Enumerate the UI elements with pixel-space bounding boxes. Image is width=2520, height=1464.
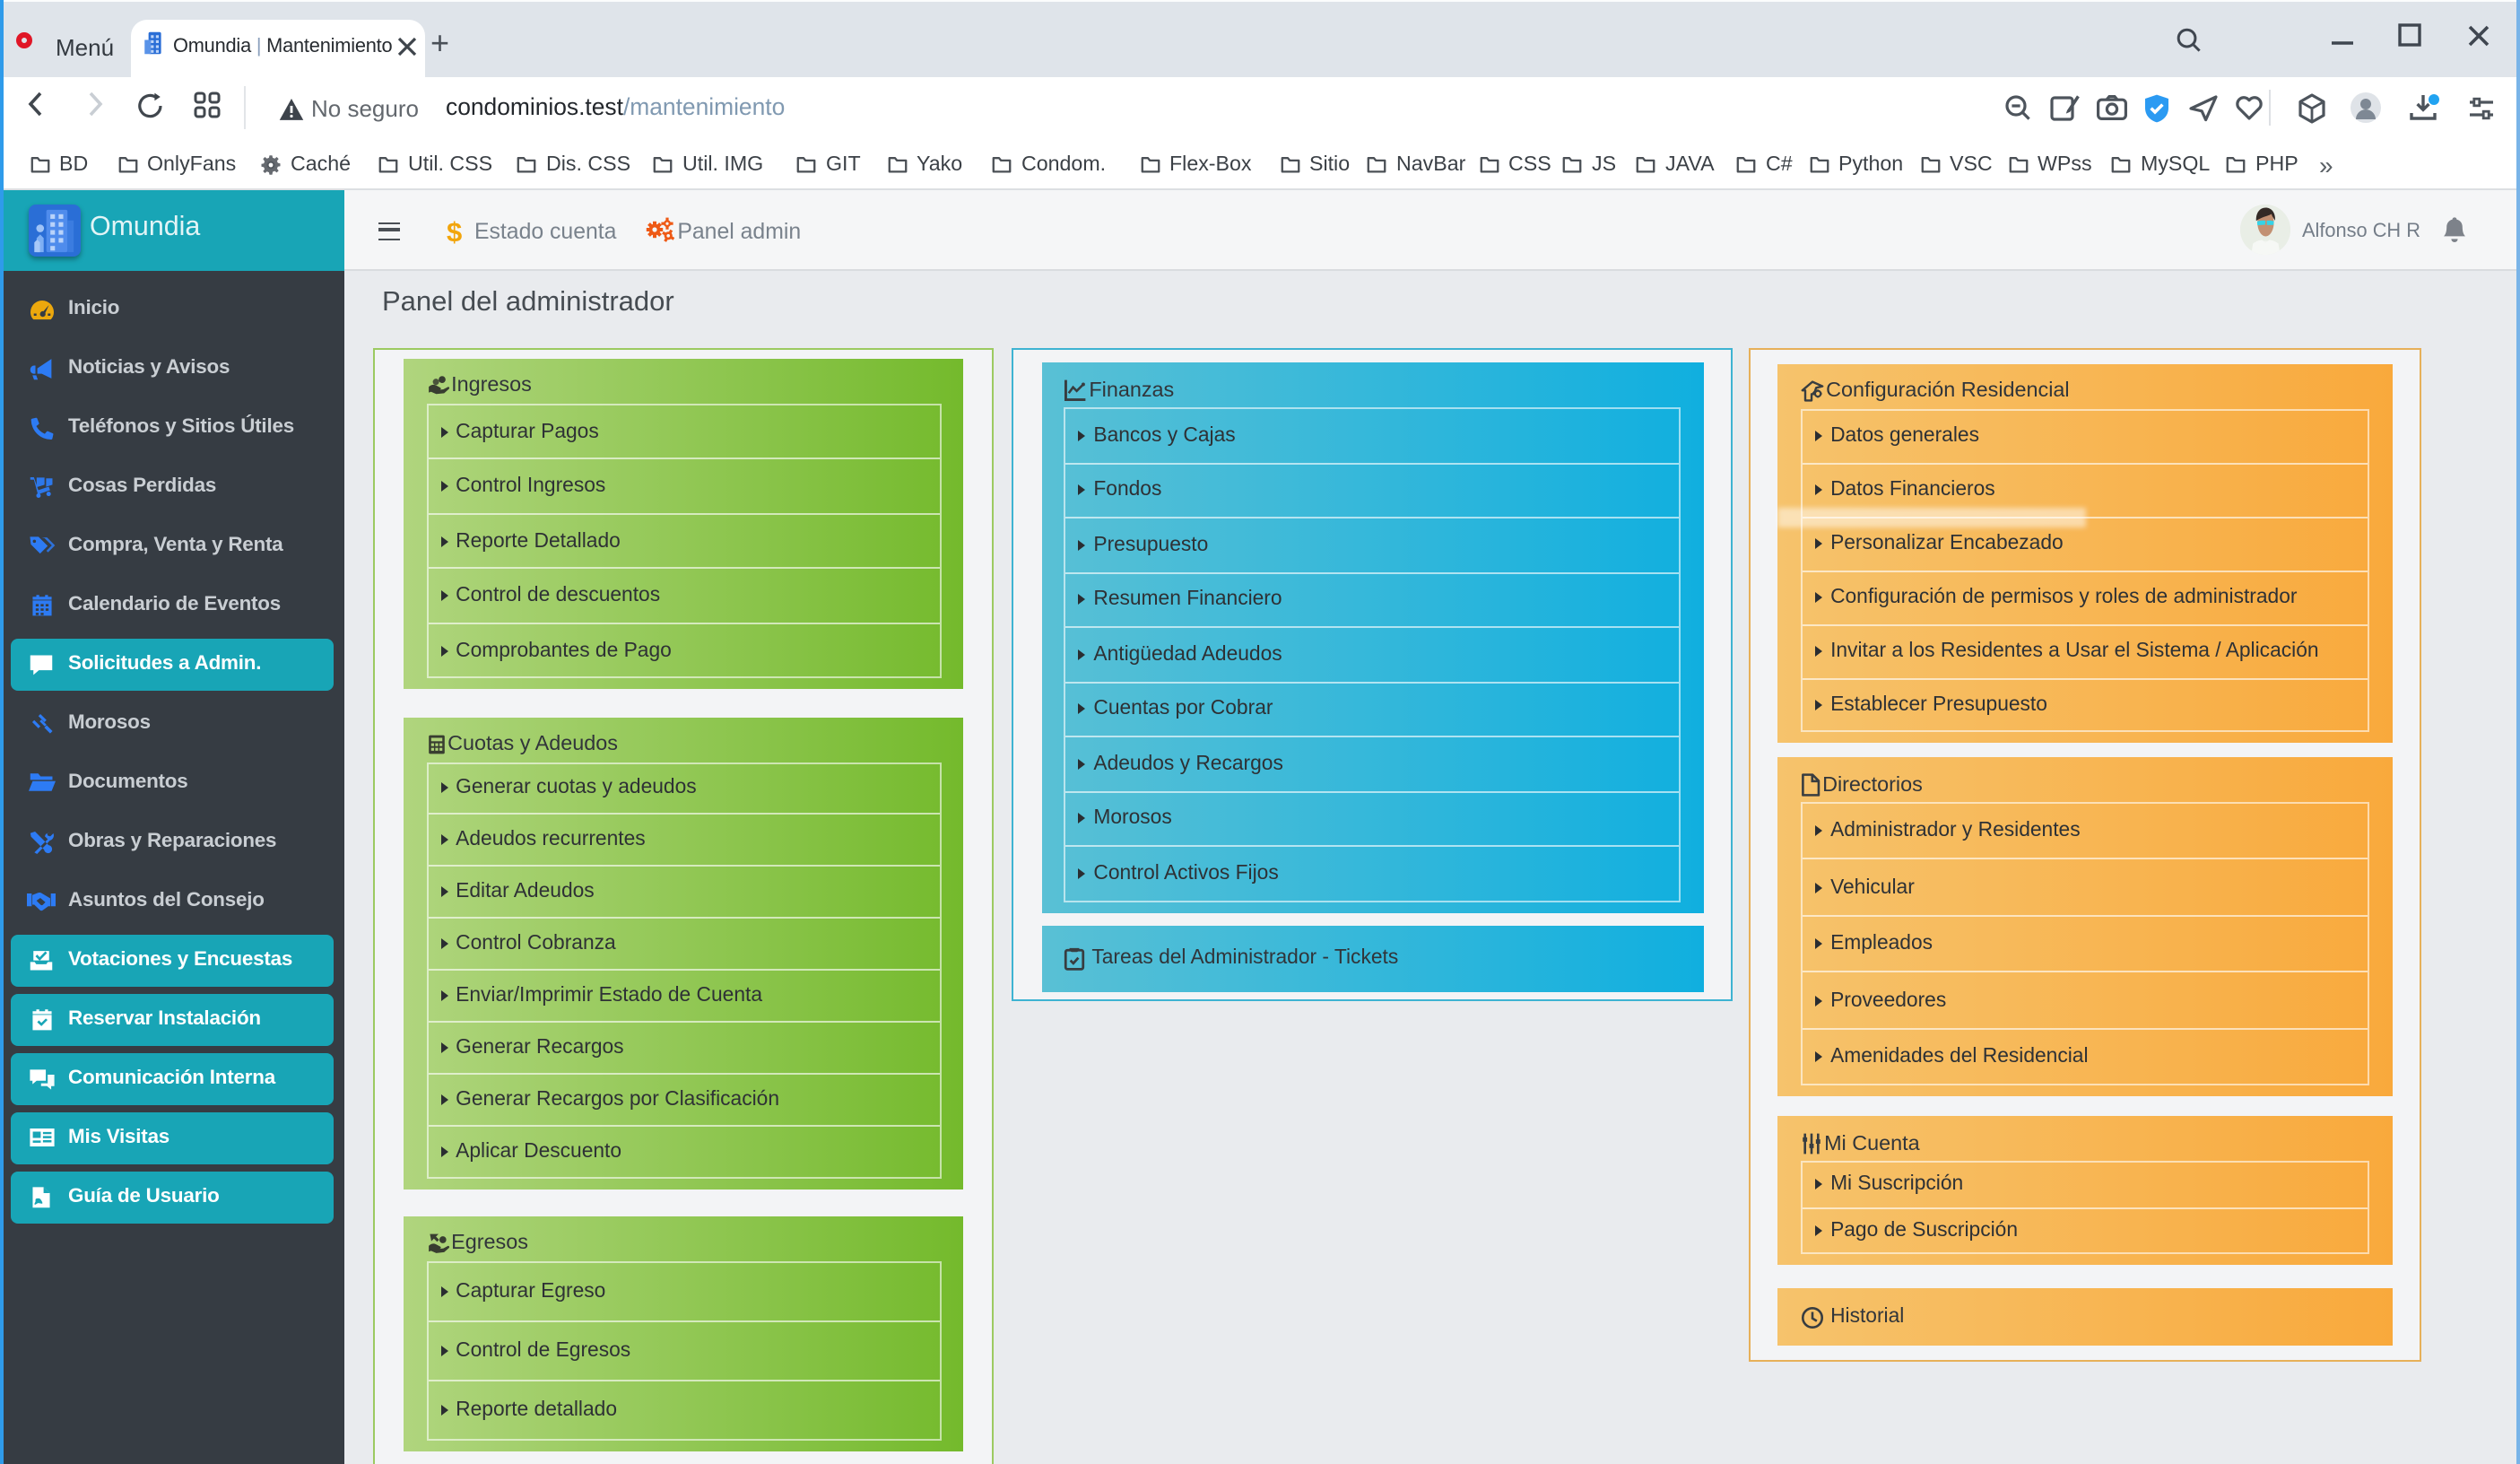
- svg-text:$: $: [447, 216, 462, 248]
